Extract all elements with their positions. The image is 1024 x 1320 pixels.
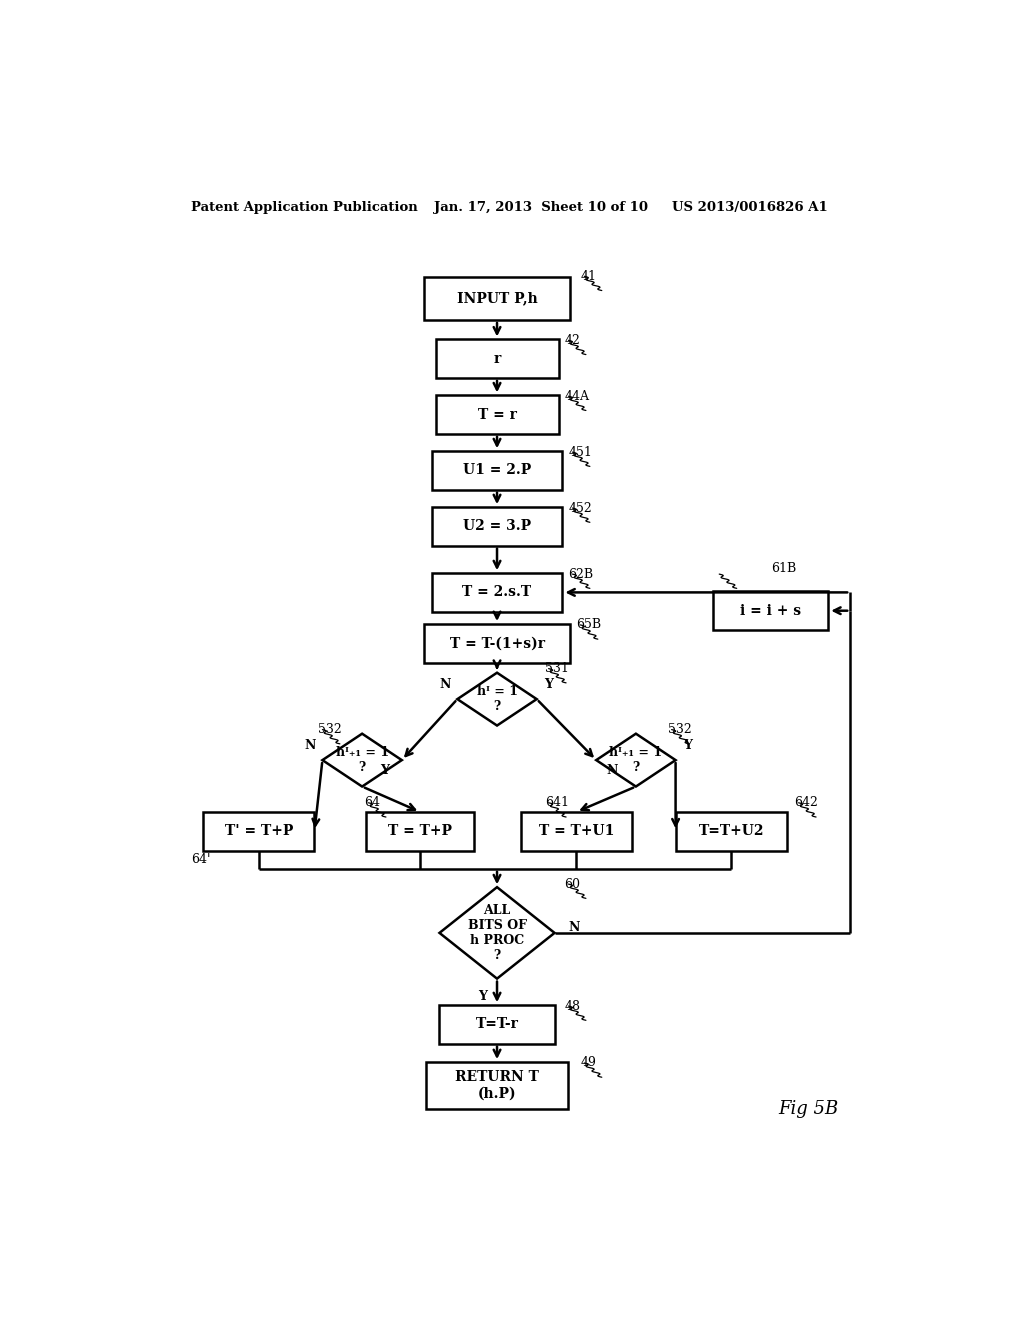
FancyBboxPatch shape	[521, 812, 632, 850]
FancyBboxPatch shape	[676, 812, 786, 850]
Text: T=T+U2: T=T+U2	[698, 824, 764, 838]
Text: T = T+P: T = T+P	[388, 824, 452, 838]
FancyBboxPatch shape	[424, 277, 570, 319]
Text: Jan. 17, 2013  Sheet 10 of 10: Jan. 17, 2013 Sheet 10 of 10	[433, 201, 647, 214]
Text: 452: 452	[568, 502, 592, 515]
FancyBboxPatch shape	[204, 812, 314, 850]
Text: T = T+U1: T = T+U1	[539, 824, 614, 838]
Text: T=T-r: T=T-r	[475, 1018, 518, 1031]
Text: r: r	[494, 351, 501, 366]
Text: U1 = 2.P: U1 = 2.P	[463, 463, 531, 478]
Text: 532: 532	[318, 723, 342, 737]
Polygon shape	[596, 734, 676, 787]
FancyBboxPatch shape	[435, 339, 558, 378]
FancyBboxPatch shape	[439, 1005, 555, 1044]
Polygon shape	[439, 887, 555, 978]
Text: Y: Y	[683, 739, 692, 752]
Text: 65B: 65B	[577, 619, 601, 631]
Text: N: N	[606, 764, 617, 776]
FancyBboxPatch shape	[426, 1063, 568, 1109]
Text: Fig 5B: Fig 5B	[778, 1100, 839, 1118]
Text: 641: 641	[545, 796, 568, 809]
Text: Y: Y	[478, 990, 487, 1003]
Text: 451: 451	[568, 446, 592, 458]
Text: N: N	[568, 921, 580, 935]
Text: 531: 531	[545, 663, 568, 675]
FancyBboxPatch shape	[367, 812, 474, 850]
FancyBboxPatch shape	[431, 451, 562, 490]
Text: RETURN T
(h.P): RETURN T (h.P)	[455, 1071, 539, 1101]
Text: hᴵ₊₁ = 1
?: hᴵ₊₁ = 1 ?	[609, 746, 663, 774]
Text: US 2013/0016826 A1: US 2013/0016826 A1	[672, 201, 827, 214]
Text: 48: 48	[564, 999, 581, 1012]
Text: 64: 64	[365, 796, 381, 809]
Text: N: N	[439, 678, 452, 692]
Text: T' = T+P: T' = T+P	[224, 824, 293, 838]
FancyBboxPatch shape	[435, 395, 558, 434]
Text: 62B: 62B	[568, 568, 594, 581]
Text: N: N	[305, 739, 316, 752]
Text: Y: Y	[380, 764, 389, 776]
Text: 41: 41	[581, 269, 596, 282]
FancyBboxPatch shape	[714, 591, 828, 630]
Text: U2 = 3.P: U2 = 3.P	[463, 519, 531, 533]
FancyBboxPatch shape	[431, 573, 562, 611]
Text: 49: 49	[581, 1056, 596, 1069]
Text: 642: 642	[795, 796, 818, 809]
Text: Patent Application Publication: Patent Application Publication	[191, 201, 418, 214]
Text: 44A: 44A	[564, 389, 590, 403]
Text: 64': 64'	[191, 853, 211, 866]
Text: Y: Y	[544, 678, 553, 692]
Text: 61B: 61B	[771, 561, 796, 574]
Text: 60: 60	[564, 878, 581, 891]
Text: 532: 532	[668, 723, 691, 737]
Text: INPUT P,h: INPUT P,h	[457, 292, 538, 306]
Text: T = r: T = r	[477, 408, 516, 421]
Text: i = i + s: i = i + s	[740, 603, 802, 618]
FancyBboxPatch shape	[431, 507, 562, 545]
FancyBboxPatch shape	[424, 624, 570, 663]
Text: hᴵ = 1
?: hᴵ = 1 ?	[476, 685, 517, 713]
Text: 42: 42	[564, 334, 581, 347]
Text: ALL
BITS OF
h PROC
?: ALL BITS OF h PROC ?	[468, 904, 526, 962]
Text: hᴵ₊₁ = 1
?: hᴵ₊₁ = 1 ?	[336, 746, 389, 774]
Polygon shape	[458, 673, 537, 726]
Text: T = 2.s.T: T = 2.s.T	[463, 585, 531, 599]
Text: T = T-(1+s)r: T = T-(1+s)r	[450, 636, 545, 651]
Polygon shape	[323, 734, 401, 787]
